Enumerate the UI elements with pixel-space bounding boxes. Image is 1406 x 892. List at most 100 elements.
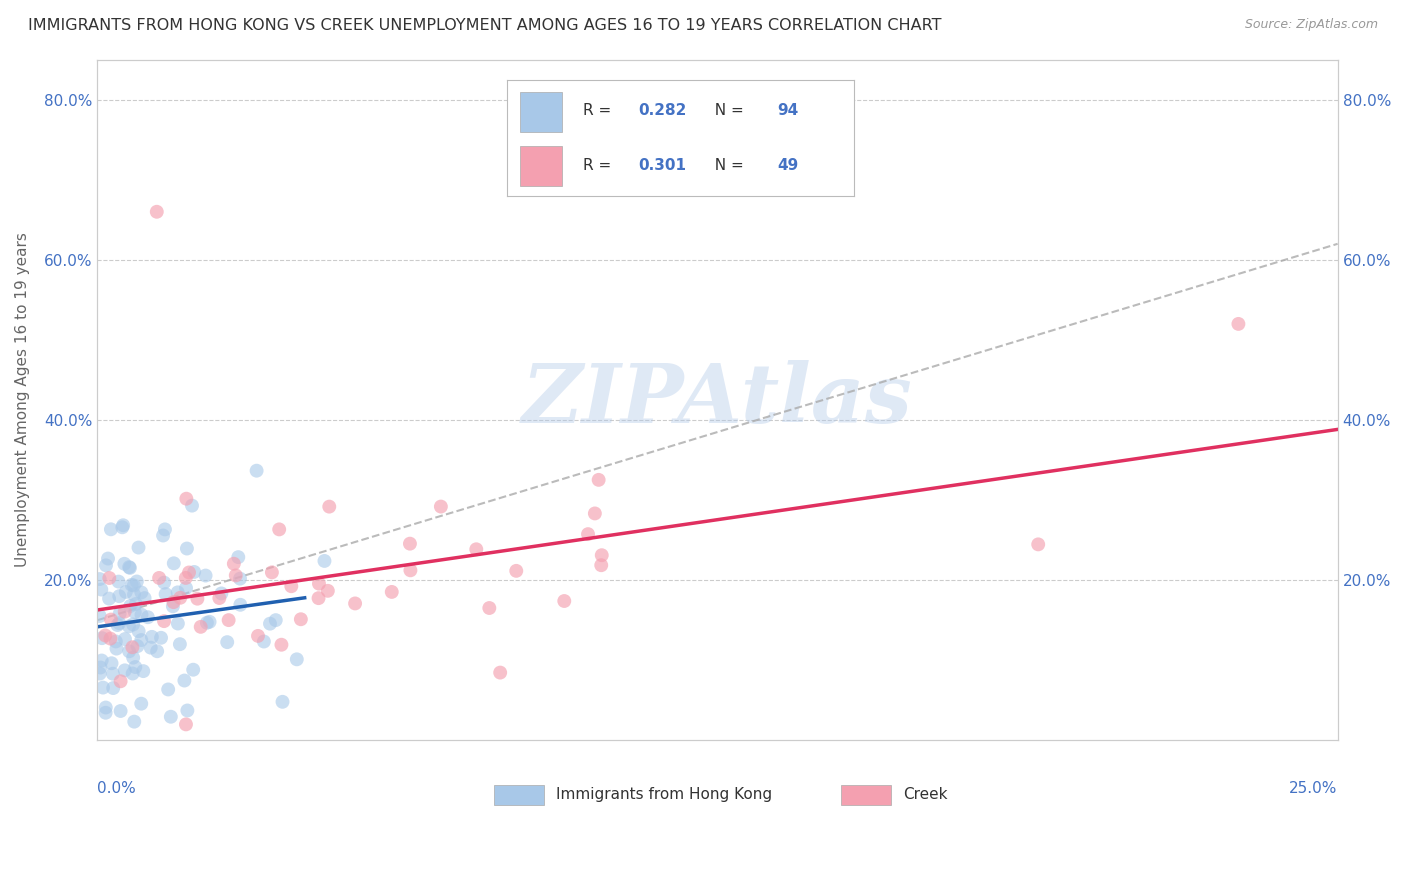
Point	[176, 491, 198, 506]
Point	[111, 520, 134, 534]
Point	[169, 637, 191, 651]
Point	[308, 591, 330, 606]
Point	[194, 568, 217, 582]
Text: Source: ZipAtlas.com: Source: ZipAtlas.com	[1244, 18, 1378, 31]
Point	[150, 631, 173, 645]
Point	[381, 585, 404, 599]
Point	[100, 522, 122, 536]
Point	[127, 639, 149, 653]
Point	[100, 632, 122, 646]
Point	[218, 613, 240, 627]
Point	[98, 571, 121, 585]
Point	[174, 717, 197, 731]
Point	[153, 575, 176, 590]
Point	[162, 595, 184, 609]
Point	[128, 541, 150, 555]
Point	[583, 507, 606, 521]
Point	[222, 557, 245, 571]
Point	[190, 620, 212, 634]
Point	[91, 681, 114, 695]
Text: Immigrants from Hong Kong: Immigrants from Hong Kong	[557, 788, 772, 802]
Point	[247, 629, 270, 643]
Point	[112, 518, 135, 533]
Point	[122, 714, 145, 729]
Point	[153, 614, 176, 628]
Point	[122, 650, 145, 665]
Point	[260, 566, 283, 580]
Point	[131, 633, 153, 648]
Point	[285, 652, 308, 666]
Text: Creek: Creek	[904, 788, 948, 802]
Point	[576, 527, 599, 541]
Point	[176, 541, 198, 556]
Point	[94, 700, 117, 714]
Point	[134, 591, 156, 606]
Point	[94, 558, 117, 573]
FancyBboxPatch shape	[841, 785, 891, 805]
Point	[112, 557, 135, 571]
Point	[129, 697, 152, 711]
Point	[110, 674, 132, 689]
Point	[591, 548, 613, 562]
Point	[173, 673, 195, 688]
Point	[159, 710, 181, 724]
Point	[89, 660, 111, 674]
Point	[121, 578, 143, 592]
Point	[591, 558, 613, 573]
Point	[174, 571, 197, 585]
Point	[588, 473, 610, 487]
Point	[108, 589, 131, 603]
Point	[225, 568, 247, 582]
Point	[229, 598, 252, 612]
Point	[167, 616, 190, 631]
Point	[139, 640, 162, 655]
Text: IMMIGRANTS FROM HONG KONG VS CREEK UNEMPLOYMENT AMONG AGES 16 TO 19 YEARS CORREL: IMMIGRANTS FROM HONG KONG VS CREEK UNEMP…	[28, 18, 942, 33]
Point	[271, 695, 294, 709]
Point	[97, 551, 120, 566]
Point	[163, 556, 186, 570]
Point	[122, 617, 145, 632]
Point	[108, 607, 131, 621]
Point	[465, 542, 488, 557]
Point	[430, 500, 453, 514]
Point	[121, 640, 143, 655]
Text: ZIPAtlas: ZIPAtlas	[522, 360, 912, 440]
Point	[208, 591, 231, 605]
Y-axis label: Unemployment Among Ages 16 to 19 years: Unemployment Among Ages 16 to 19 years	[15, 233, 30, 567]
Point	[90, 582, 112, 597]
Point	[141, 630, 163, 644]
Point	[108, 616, 131, 631]
Point	[125, 574, 148, 589]
Point	[195, 615, 218, 630]
Point	[90, 653, 112, 667]
Point	[318, 500, 340, 514]
Point	[280, 579, 302, 593]
Point	[101, 666, 124, 681]
Point	[253, 634, 276, 648]
Point	[118, 560, 141, 574]
Point	[100, 613, 122, 627]
Point	[169, 591, 191, 605]
Point	[125, 597, 148, 611]
Point	[166, 585, 188, 599]
Text: 25.0%: 25.0%	[1289, 781, 1337, 797]
Point	[124, 660, 146, 674]
Point	[259, 616, 281, 631]
Point	[110, 704, 132, 718]
Point	[314, 554, 336, 568]
Point	[217, 635, 239, 649]
Point	[94, 628, 117, 642]
Point	[89, 572, 111, 586]
Point	[136, 610, 159, 624]
Point	[246, 464, 269, 478]
Point	[107, 574, 129, 589]
Point	[146, 644, 169, 658]
Point	[399, 536, 422, 550]
Point	[181, 499, 204, 513]
Point	[489, 665, 512, 680]
Point	[308, 576, 330, 591]
Point	[89, 609, 111, 624]
Point	[229, 572, 252, 586]
Point	[209, 586, 232, 600]
Point	[103, 681, 125, 695]
